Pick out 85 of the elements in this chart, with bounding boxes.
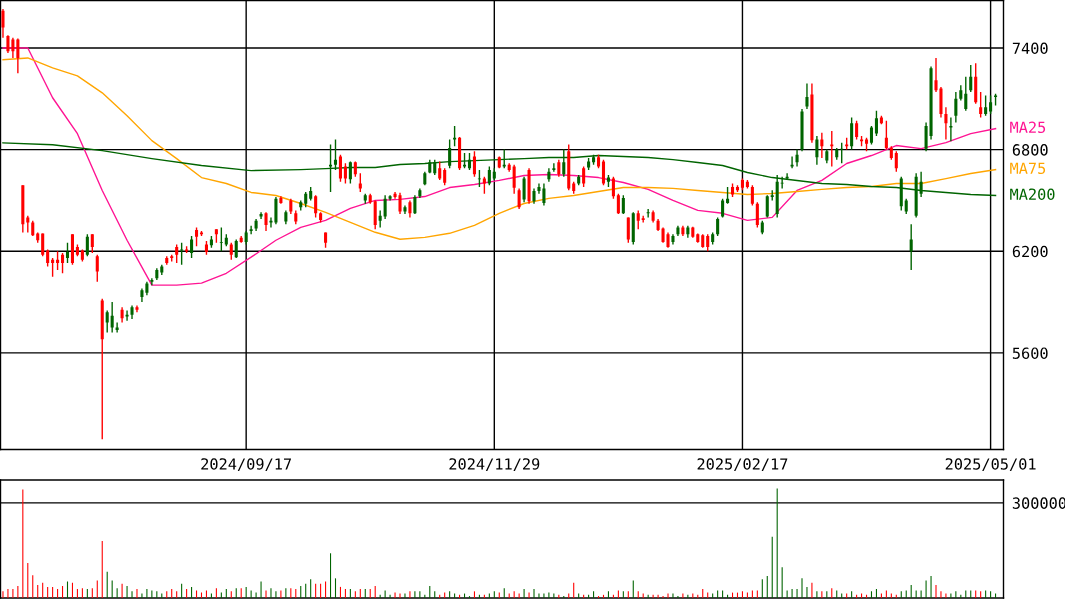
candlestick xyxy=(989,94,993,115)
candlestick xyxy=(105,309,109,334)
candlestick xyxy=(358,172,362,193)
candlestick xyxy=(805,82,809,110)
line-series xyxy=(2,57,997,240)
candlestick xyxy=(969,64,973,93)
candlestick xyxy=(487,165,491,186)
candlestick xyxy=(110,301,114,334)
y-tick-label: 7400 xyxy=(1012,42,1048,54)
candlestick xyxy=(964,76,968,112)
candlestick xyxy=(949,116,953,142)
candlestick xyxy=(909,223,913,271)
candlestick xyxy=(562,148,566,178)
candlestick xyxy=(249,225,253,236)
candlestick xyxy=(517,187,521,210)
candlestick xyxy=(636,209,640,230)
candlestick xyxy=(874,109,878,137)
candlestick xyxy=(954,91,958,124)
candlestick xyxy=(378,209,382,229)
candlestick xyxy=(65,242,70,264)
candlestick xyxy=(755,201,759,229)
candlestick xyxy=(522,176,526,203)
candlestick xyxy=(472,150,476,178)
candlestick xyxy=(944,106,948,141)
candlestick xyxy=(56,250,60,271)
x-tick-label: 2025/05/01 xyxy=(945,458,1036,471)
line-series xyxy=(2,47,997,286)
series-label: MA25 xyxy=(1010,121,1046,134)
series-label: MA75 xyxy=(1010,162,1046,175)
candlestick xyxy=(314,194,318,219)
candlestick xyxy=(373,199,377,230)
candlestick xyxy=(398,192,402,215)
candlestick xyxy=(716,216,720,237)
candlestick xyxy=(264,211,268,232)
candlestick xyxy=(582,165,586,188)
candlestick xyxy=(884,120,888,151)
candlestick xyxy=(552,162,556,173)
candlestick xyxy=(840,142,844,164)
candlestick xyxy=(195,226,199,247)
candlestick xyxy=(51,257,55,278)
x-tick-label: 2024/11/29 xyxy=(449,458,540,471)
y-tick-label: 6800 xyxy=(1012,144,1048,156)
candlestick xyxy=(95,253,99,283)
candlestick xyxy=(855,120,859,141)
candlestick xyxy=(611,176,615,200)
candlestick xyxy=(979,91,983,119)
candlestick xyxy=(16,37,20,75)
candlestick xyxy=(219,226,223,252)
candlestick xyxy=(626,216,630,244)
candlestick xyxy=(646,208,650,219)
candlestick xyxy=(11,37,15,59)
candlestick xyxy=(90,233,94,254)
candlestick xyxy=(790,155,794,169)
candlestick xyxy=(338,153,342,183)
candlestick xyxy=(502,148,506,169)
candlestick xyxy=(894,150,898,173)
candlestick xyxy=(621,194,625,215)
x-tick-label: 2025/02/17 xyxy=(697,458,788,471)
candlestick xyxy=(1,8,5,39)
candlestick xyxy=(750,184,754,207)
candlestick xyxy=(413,194,417,215)
y-tick-label: 6200 xyxy=(1012,245,1048,258)
candlestick xyxy=(85,233,89,258)
candlestick xyxy=(601,159,606,186)
candlestick xyxy=(190,235,194,259)
y-tick-label: 5600 xyxy=(1012,347,1048,359)
candlestick xyxy=(175,243,179,264)
candlestick xyxy=(820,131,824,159)
candlestick xyxy=(348,160,352,185)
candlestick xyxy=(869,125,874,146)
candlestick xyxy=(616,192,620,215)
candlestick xyxy=(383,194,387,220)
candlestick xyxy=(984,94,988,117)
candlestick xyxy=(924,121,928,152)
candlestick xyxy=(438,160,442,181)
series-label: MA200 xyxy=(1010,188,1055,200)
candlestick xyxy=(150,277,154,286)
candlestick xyxy=(850,116,854,151)
candlestick xyxy=(343,162,347,185)
candlestick xyxy=(815,135,819,166)
candlestick xyxy=(61,252,65,274)
x-tick-label: 2024/09/17 xyxy=(201,458,292,471)
candlestick xyxy=(512,164,516,195)
candlestick xyxy=(234,238,238,259)
candlestick xyxy=(41,232,45,258)
